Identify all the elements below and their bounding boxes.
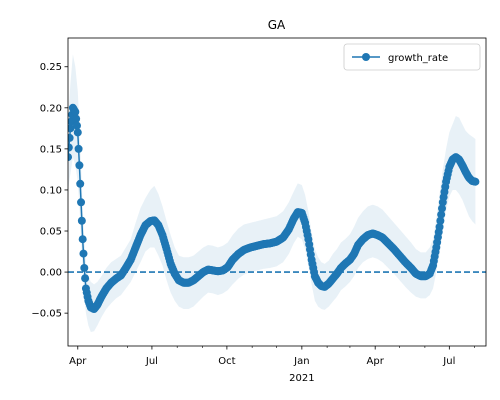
data-point [435, 222, 444, 231]
y-tick-label: 0.05 [40, 227, 62, 238]
x-tick-label: Jan [293, 356, 309, 367]
legend: growth_rate [343, 43, 481, 71]
x-tick-label: Oct [218, 356, 235, 367]
y-tick-label: 0.10 [40, 185, 62, 196]
data-point [74, 144, 83, 153]
data-point [72, 114, 81, 123]
data-point [68, 133, 74, 142]
x-tick-label: Jul [442, 356, 455, 367]
data-point [68, 153, 72, 162]
axes: −0.05 0.00 0.05 0.10 0.15 0.20 0.25 Apr Jul Oct Ja… [31, 37, 487, 384]
data-point [77, 198, 86, 207]
legend-box [343, 43, 481, 71]
data-point [80, 263, 89, 272]
data-point [471, 177, 480, 186]
data-point [77, 216, 86, 225]
plot-area [68, 54, 486, 333]
axes-frame [67, 37, 487, 347]
legend-label: growth_rate [388, 53, 448, 64]
data-point [75, 161, 84, 170]
data-point [68, 124, 75, 133]
chart-title: GA [268, 18, 286, 32]
data-point [79, 249, 88, 258]
data-point [76, 179, 85, 188]
y-tick-label: 0.15 [40, 144, 62, 155]
x-tick-label: Apr [69, 356, 87, 367]
legend-marker-swatch [362, 53, 370, 61]
y-tick-label: −0.05 [31, 309, 62, 320]
y-tick-label: 0.00 [40, 268, 62, 279]
data-point [73, 128, 82, 137]
y-tick-label: 0.20 [40, 103, 62, 114]
y-tick-label: 0.25 [40, 62, 62, 73]
data-point [71, 107, 80, 116]
data-point [81, 274, 90, 283]
data-point [68, 143, 73, 152]
x-year-label: 2021 [289, 373, 314, 384]
x-tick-label: Jul [145, 356, 158, 367]
data-point [72, 121, 81, 130]
data-point [436, 216, 445, 225]
data-point [438, 204, 446, 213]
data-point [437, 210, 446, 219]
data-point [78, 235, 87, 244]
x-tick-label: Apr [367, 356, 385, 367]
